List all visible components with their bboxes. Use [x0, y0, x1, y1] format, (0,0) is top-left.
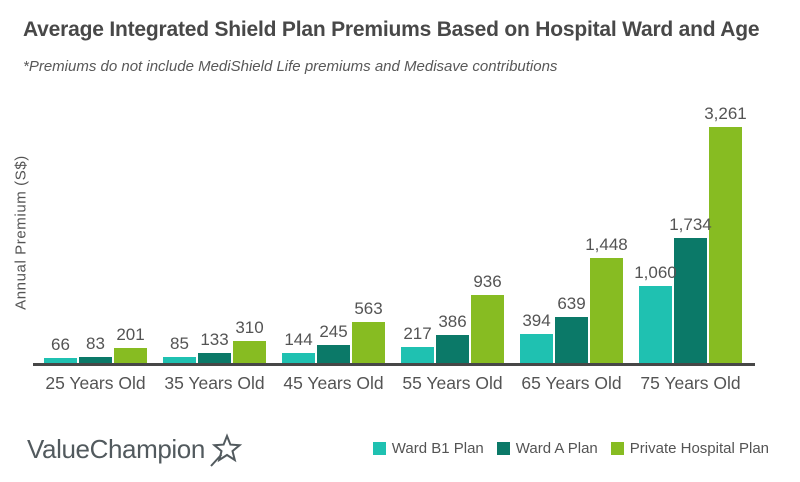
- legend-label-ward-b1: Ward B1 Plan: [391, 440, 484, 457]
- bar-value-label: 1,734: [669, 215, 712, 234]
- bar-value-label: 3,261: [704, 104, 747, 123]
- bar-private-hospital-plan-25: [114, 348, 147, 363]
- bar-ward-b1-plan-45: [282, 353, 315, 363]
- legend-item-private-hospital: Private Hospital Plan: [610, 440, 769, 457]
- x-tick-label: 75 Years Old: [640, 373, 741, 393]
- bar-value-label: 386: [438, 312, 467, 331]
- bar-ward-a-plan-45: [317, 345, 350, 363]
- bar-ward-a-plan-65: [555, 317, 588, 363]
- x-tick-label: 25 Years Old: [45, 373, 146, 393]
- brand-logo-text: ValueChampion: [27, 434, 205, 464]
- bar-value-label: 144: [284, 330, 313, 349]
- bar-ward-b1-plan-25: [44, 358, 77, 363]
- bar-value-label: 83: [86, 334, 105, 353]
- x-tick-label: 35 Years Old: [164, 373, 265, 393]
- bar-ward-b1-plan-35: [163, 357, 196, 363]
- legend-swatch-private-hospital: [610, 442, 624, 455]
- bar-ward-b1-plan-65: [520, 334, 553, 363]
- star-icon: [210, 433, 243, 467]
- legend-label-ward-a: Ward A Plan: [515, 440, 598, 457]
- bar-value-label: 66: [51, 335, 70, 354]
- bar-ward-b1-plan-55: [401, 347, 434, 363]
- bar-value-label: 245: [319, 322, 348, 341]
- x-tick-label: 65 Years Old: [521, 373, 622, 393]
- legend: Ward B1 Plan Ward A Plan Private Hospita…: [372, 440, 769, 457]
- x-axis-line: [33, 363, 755, 366]
- x-tick-label: 45 Years Old: [283, 373, 384, 393]
- x-tick-label: 55 Years Old: [402, 373, 503, 393]
- bar-value-label: 639: [557, 294, 586, 313]
- bar-ward-a-plan-75: [674, 238, 707, 363]
- brand-logo: ValueChampion: [27, 430, 243, 468]
- bar-ward-a-plan-55: [436, 335, 469, 363]
- legend-label-private-hospital: Private Hospital Plan: [629, 440, 769, 457]
- bar-value-label: 1,448: [585, 235, 628, 254]
- bar-ward-a-plan-35: [198, 353, 231, 363]
- bar-private-hospital-plan-75: [709, 127, 742, 363]
- bar-value-label: 201: [116, 325, 145, 344]
- bar-private-hospital-plan-35: [233, 341, 266, 363]
- bar-private-hospital-plan-65: [590, 258, 623, 363]
- bar-value-label: 310: [235, 318, 264, 337]
- legend-swatch-ward-b1: [372, 442, 386, 455]
- chart-subtitle: *Premiums do not include MediShield Life…: [23, 58, 558, 75]
- bar-value-label: 563: [354, 299, 383, 318]
- legend-item-ward-a: Ward A Plan: [496, 440, 598, 457]
- bar-value-label: 217: [403, 324, 432, 343]
- legend-item-ward-b1: Ward B1 Plan: [372, 440, 484, 457]
- bar-value-label: 1,060: [634, 263, 677, 282]
- bar-private-hospital-plan-45: [352, 322, 385, 363]
- chart-title: Average Integrated Shield Plan Premiums …: [23, 18, 760, 41]
- bar-value-label: 394: [522, 311, 551, 330]
- bar-ward-a-plan-25: [79, 357, 112, 363]
- legend-swatch-ward-a: [496, 442, 510, 455]
- bar-private-hospital-plan-55: [471, 295, 504, 363]
- bar-value-label: 85: [170, 334, 189, 353]
- bar-value-label: 133: [200, 330, 229, 349]
- bar-ward-b1-plan-75: [639, 286, 672, 363]
- bar-value-label: 936: [473, 272, 502, 291]
